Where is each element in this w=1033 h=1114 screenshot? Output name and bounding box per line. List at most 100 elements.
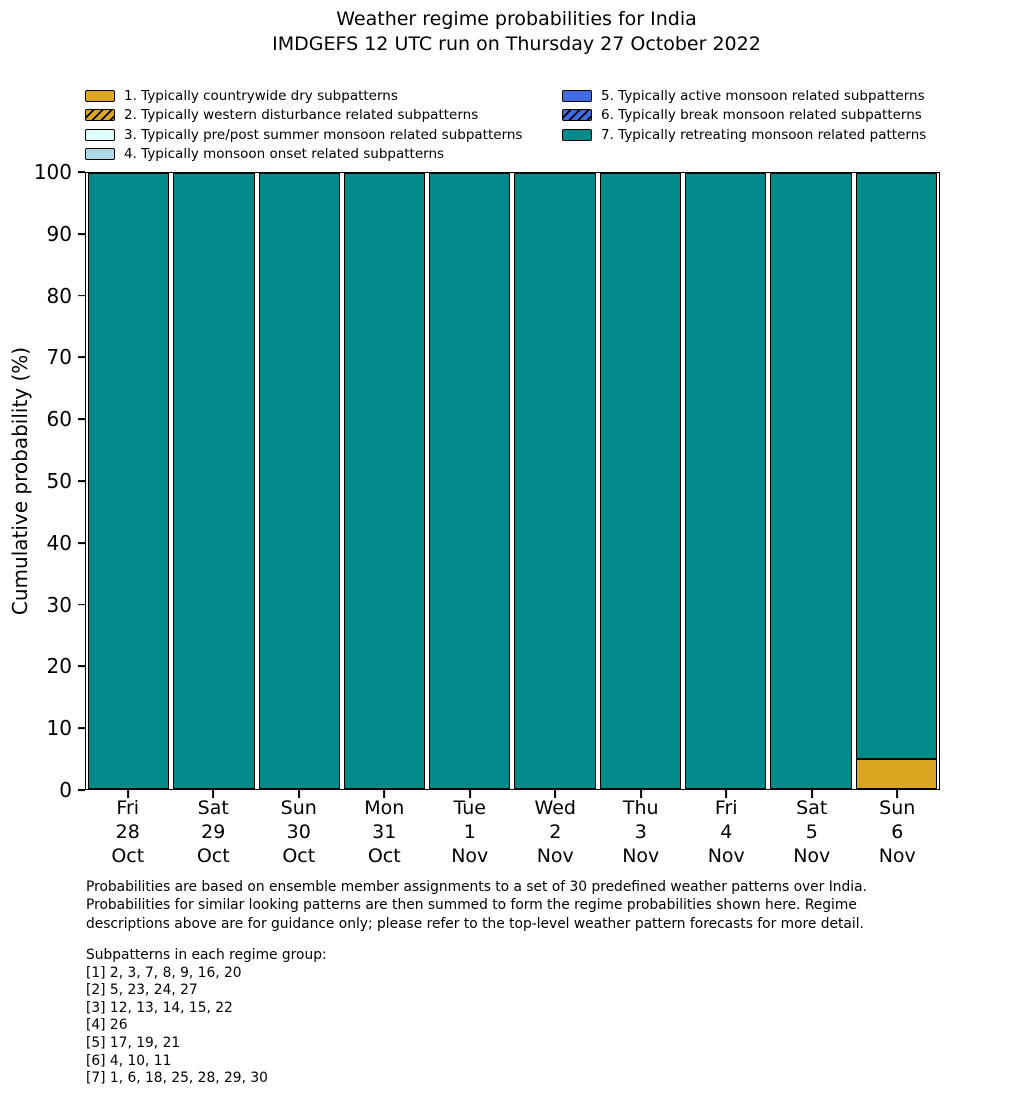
bar-segment bbox=[173, 173, 255, 789]
legend-column-left: 1. Typically countrywide dry subpatterns… bbox=[85, 86, 522, 164]
bar-slot bbox=[427, 173, 512, 789]
stacked-bar bbox=[258, 173, 340, 789]
bars-container bbox=[86, 173, 939, 789]
stacked-bar bbox=[429, 173, 511, 789]
legend-item: 7. Typically retreating monsoon related … bbox=[562, 125, 926, 145]
stacked-bar bbox=[685, 173, 767, 789]
footnote-line: descriptions above are for guidance only… bbox=[86, 915, 864, 932]
footnote-line: Probabilities are based on ensemble memb… bbox=[86, 879, 867, 895]
y-tick-mark bbox=[78, 727, 85, 730]
legend-swatch-icon bbox=[85, 109, 115, 122]
x-tick-label-date: 28 bbox=[115, 821, 140, 843]
legend-swatch-icon bbox=[85, 89, 115, 102]
x-tick-label: Sat 29 Oct bbox=[197, 796, 230, 868]
x-tick-label-day: Sun bbox=[879, 797, 916, 819]
x-tick-label-day: Sun bbox=[280, 797, 317, 819]
x-tick-mark bbox=[810, 790, 813, 798]
x-tick-label-date: 3 bbox=[634, 821, 647, 843]
x-tick-label-month: Oct bbox=[196, 845, 230, 867]
y-tick-mark bbox=[78, 294, 85, 297]
x-tick-label-month: Nov bbox=[536, 845, 574, 867]
legend-label: 5. Typically active monsoon related subp… bbox=[601, 87, 925, 104]
bar-segment bbox=[429, 173, 511, 789]
x-tick-label-day: Fri bbox=[714, 797, 738, 819]
x-tick-label-day: Sat bbox=[197, 797, 229, 819]
y-tick-label: 0 bbox=[59, 778, 72, 802]
footnote-text: Probabilities are based on ensemble memb… bbox=[86, 878, 867, 933]
y-tick-mark bbox=[78, 171, 85, 173]
legend-label: 7. Typically retreating monsoon related … bbox=[601, 126, 927, 143]
stacked-bar bbox=[343, 173, 426, 789]
x-tick-label: Tue 1 Nov bbox=[451, 796, 488, 868]
y-tick-mark bbox=[78, 356, 85, 359]
x-tick-label-month: Nov bbox=[878, 845, 916, 867]
chart-title: Weather regime probabilities for India I… bbox=[0, 7, 1033, 57]
x-tick-label-date: 6 bbox=[891, 821, 904, 843]
x-tick-label-month: Oct bbox=[282, 845, 316, 867]
bar-slot bbox=[512, 173, 597, 789]
x-tick-label: Fri 4 Nov bbox=[708, 796, 745, 868]
x-tick-label-date: 29 bbox=[201, 821, 226, 843]
legend-item: 2. Typically western disturbance related… bbox=[85, 106, 522, 126]
subpattern-line: [7] 1, 6, 18, 25, 28, 29, 30 bbox=[86, 1070, 268, 1087]
x-tick-label-date: 31 bbox=[372, 821, 397, 843]
stacked-bar bbox=[599, 173, 682, 789]
legend-label: 6. Typically break monsoon related subpa… bbox=[601, 107, 922, 124]
bar-segment bbox=[88, 173, 170, 789]
subpattern-line: [2] 5, 23, 24, 27 bbox=[86, 982, 198, 999]
bar-slot bbox=[768, 173, 853, 789]
x-tick-label-month: Oct bbox=[111, 845, 145, 867]
x-tick-label-date: 30 bbox=[286, 821, 311, 843]
subpattern-line: [6] 4, 10, 11 bbox=[86, 1052, 172, 1069]
x-tick-label-month: Nov bbox=[707, 845, 745, 867]
subpattern-line: [3] 12, 13, 14, 15, 22 bbox=[86, 999, 233, 1016]
x-tick-label-date: 1 bbox=[463, 821, 476, 843]
subpatterns-heading: Subpatterns in each regime group: bbox=[86, 947, 327, 963]
bar-slot bbox=[683, 173, 768, 789]
bar-slot bbox=[257, 173, 342, 789]
x-tick-label-day: Thu bbox=[622, 797, 659, 819]
legend-column-right: 5. Typically active monsoon related subp… bbox=[562, 86, 926, 145]
x-tick-label-month: Nov bbox=[451, 845, 489, 867]
x-tick-label-date: 4 bbox=[720, 821, 733, 843]
legend-label: 2. Typically western disturbance related… bbox=[124, 107, 479, 124]
x-tick-mark bbox=[297, 790, 300, 798]
x-tick-mark bbox=[725, 790, 728, 798]
bar-segment bbox=[599, 173, 682, 789]
y-tick-label: 90 bbox=[46, 221, 72, 246]
bar-segment bbox=[514, 173, 596, 789]
stacked-bar bbox=[855, 173, 937, 789]
y-tick-label: 50 bbox=[46, 469, 72, 493]
legend-swatch-icon bbox=[562, 128, 592, 141]
y-tick-label: 40 bbox=[46, 530, 72, 555]
x-tick-mark bbox=[896, 790, 899, 798]
bar-slot bbox=[86, 173, 171, 789]
legend-label: 3. Typically pre/post summer monsoon rel… bbox=[124, 126, 523, 143]
y-tick-mark bbox=[78, 603, 85, 606]
bar-slot bbox=[342, 173, 427, 789]
y-tick-label: 60 bbox=[46, 407, 72, 432]
legend-swatch-icon bbox=[85, 128, 115, 141]
legend-item: 4. Typically monsoon onset related subpa… bbox=[85, 145, 522, 165]
footnote-line: Probabilities for similar looking patter… bbox=[86, 897, 857, 914]
y-tick-mark bbox=[78, 480, 85, 482]
x-tick-label-month: Oct bbox=[367, 845, 401, 867]
y-tick-mark bbox=[78, 418, 85, 421]
bar-segment bbox=[855, 173, 937, 760]
y-tick-label: 20 bbox=[46, 654, 72, 679]
chart-title-line2: IMDGEFS 12 UTC run on Thursday 27 Octobe… bbox=[272, 33, 761, 55]
x-tick-label-day: Tue bbox=[453, 797, 486, 819]
subpattern-line: [5] 17, 19, 21 bbox=[86, 1034, 181, 1051]
x-tick-label-day: Fri bbox=[116, 797, 140, 819]
x-tick-label-date: 2 bbox=[549, 821, 562, 843]
legend-swatch-icon bbox=[85, 148, 115, 161]
x-tick-label-date: 5 bbox=[805, 821, 818, 843]
legend-item: 6. Typically break monsoon related subpa… bbox=[562, 106, 926, 126]
legend-swatch-icon bbox=[562, 89, 592, 102]
legend-label: 1. Typically countrywide dry subpatterns bbox=[124, 87, 398, 104]
y-tick-mark bbox=[78, 789, 85, 791]
y-tick-label: 80 bbox=[46, 283, 72, 308]
y-tick-label: 10 bbox=[46, 716, 72, 741]
x-tick-label: Sun 30 Oct bbox=[281, 796, 317, 868]
